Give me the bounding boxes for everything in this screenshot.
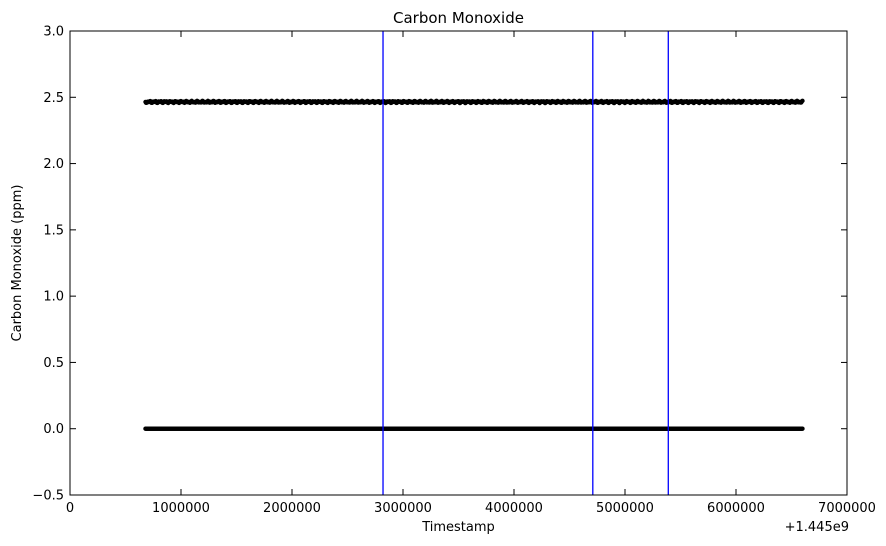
x-axis-offset-label: +1.445e9	[785, 520, 849, 535]
y-tick-label: 2.0	[43, 157, 64, 172]
y-tick-label: 0.5	[43, 356, 64, 371]
chart-title: Carbon Monoxide	[393, 9, 524, 27]
y-tick-label: 2.5	[43, 91, 64, 106]
data-point	[800, 426, 805, 431]
series-1	[143, 426, 805, 431]
data-point	[800, 98, 805, 104]
y-tick-label: −0.5	[32, 489, 64, 504]
y-tick-label: 1.0	[43, 290, 64, 305]
x-tick-label: 1000000	[152, 501, 210, 516]
series-2	[143, 98, 805, 106]
y-tick-label: 0.0	[43, 422, 64, 437]
x-tick-label: 0	[66, 501, 74, 516]
plot-frame	[69, 30, 848, 496]
x-tick-label: 6000000	[707, 501, 765, 516]
plot-area: 0 1000000 2000000 3000000 4000000 5000000 6000…	[32, 25, 876, 517]
x-tick-label: 5000000	[596, 501, 654, 516]
x-tick-label: 7000000	[818, 501, 876, 516]
x-tick-label: 2000000	[263, 501, 321, 516]
x-axis-label: Timestamp	[421, 520, 495, 535]
y-axis-label: Carbon Monoxide (ppm)	[10, 185, 25, 342]
x-tick-label: 4000000	[485, 501, 543, 516]
y-tick-label: 3.0	[43, 25, 64, 40]
y-tick-label: 1.5	[43, 223, 64, 238]
x-tick-label: 3000000	[374, 501, 432, 516]
